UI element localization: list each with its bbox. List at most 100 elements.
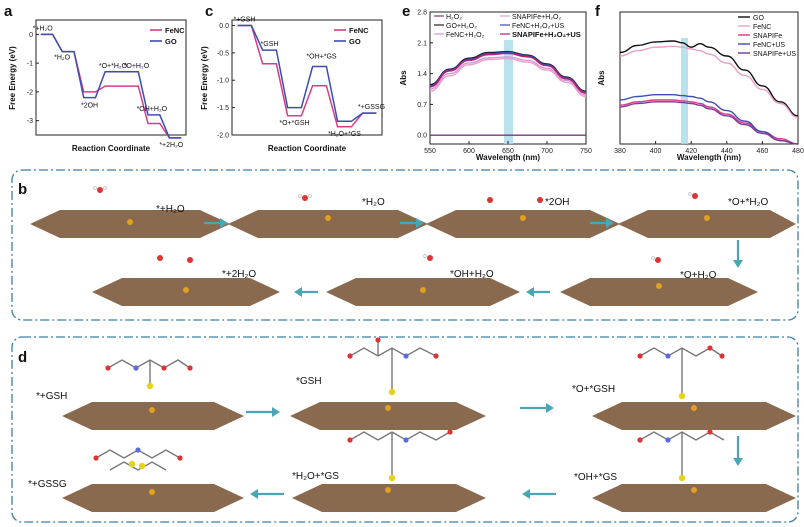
- x-tick-label: 650: [502, 148, 514, 155]
- step-annotation: *GSH: [261, 41, 279, 48]
- panel-a: a 0 -1 -2 -3 Reaction Coordinate Free Energ…: [4, 3, 187, 153]
- arrow-right: [520, 403, 554, 413]
- step-label: *O+H₂O: [680, 270, 717, 281]
- panel-d-frame: [11, 336, 799, 523]
- step-annotation: *2OH: [81, 103, 98, 110]
- x-tick-label: 550: [424, 148, 436, 155]
- panel-a-ylabel: Free Energy (eV): [8, 46, 17, 110]
- panel-c: c 0.0 -0.5 -1.0 -1.5 -2.0 Reaction Coordinat…: [200, 3, 385, 153]
- panel-d: d: [11, 336, 799, 523]
- panel-b-label: b: [18, 181, 27, 198]
- glutathione-molecule: [347, 337, 439, 396]
- step-label: *OH+*GS: [574, 472, 617, 483]
- arrow-right: [204, 218, 228, 228]
- water-molecule: [298, 194, 312, 201]
- step-annotation: *+GSH: [234, 16, 256, 23]
- graphene-sheet: [592, 402, 796, 430]
- arrow-down: [733, 240, 743, 268]
- legend-snapife-us: SNAPIFe+US: [753, 51, 796, 58]
- step-label: *+2H₂O: [222, 269, 256, 280]
- panel-c-label: c: [205, 3, 213, 20]
- step-annotation: *+2H₂O: [159, 142, 183, 149]
- panel-a-legend: FeNC GO: [150, 26, 185, 46]
- legend-fenc: FeNC: [165, 26, 185, 35]
- y-tick-label: -2.0: [217, 133, 229, 140]
- graphene-sheet: [62, 484, 244, 512]
- highlight-band-652nm: [504, 40, 513, 144]
- x-tick-label: 460: [757, 148, 769, 155]
- hydroxyl-group: [487, 197, 543, 203]
- x-tick-label: 600: [463, 148, 475, 155]
- step-label: *+GSSG: [28, 479, 67, 490]
- legend-fenc-h2o2-us: FeNC+H₂O₂+US: [512, 23, 564, 30]
- panel-f-axes: [619, 11, 799, 145]
- panel-b: b: [11, 169, 799, 321]
- y-tick-label: -1.5: [217, 105, 229, 112]
- arrow-left: [522, 489, 556, 499]
- step-annotation: *O+H₂O: [124, 63, 150, 70]
- spectrum-line: [619, 93, 799, 145]
- y-tick-label: 1.4: [417, 71, 427, 78]
- water-molecule: [93, 186, 107, 193]
- panel-c-axes: [231, 19, 383, 136]
- legend-go: GO: [753, 15, 764, 22]
- spectrum-line: [429, 56, 587, 96]
- series-line-fenc: [237, 24, 377, 128]
- step-annotation: *O+*GSH: [279, 120, 309, 127]
- panel-e-label: e: [402, 3, 410, 20]
- x-tick-label: 380: [614, 148, 626, 155]
- x-tick-label: 400: [650, 148, 662, 155]
- series-line-go: [237, 24, 377, 123]
- step-annotation: *H₂O: [54, 55, 70, 62]
- y-tick-label: -1: [27, 61, 33, 68]
- step-annotation: *H₂O+*GS: [328, 131, 361, 138]
- arrow-right: [400, 218, 424, 228]
- water-molecule: [688, 192, 698, 199]
- series-line-go: [40, 33, 182, 139]
- panel-a-xlabel: Reaction Coordinate: [72, 144, 151, 153]
- step-label: *+H₂O: [156, 204, 185, 215]
- glutathione-molecule: [637, 345, 725, 400]
- panel-b-frame: [11, 169, 799, 321]
- legend-fenc: FeNC: [753, 24, 771, 31]
- legend-h2o2: H₂O₂: [446, 14, 462, 21]
- y-tick-label: 0.7: [417, 102, 427, 109]
- legend-go: GO: [349, 37, 361, 46]
- step-label: *OH+H₂O: [450, 269, 494, 280]
- legend-go: GO: [165, 37, 177, 46]
- step-label: *H₂O: [362, 197, 385, 208]
- arrow-left: [294, 287, 318, 297]
- glutathione-molecule: [347, 429, 453, 482]
- step-annotation: *OH+*GS: [306, 54, 336, 61]
- spectrum-line: [429, 57, 587, 98]
- step-label: *O+*GSH: [572, 384, 615, 395]
- y-tick-label: 2.8: [417, 10, 427, 17]
- spectrum-line: [429, 52, 587, 94]
- legend-snapife-h2o2-us: SNAPIFe+H₂O₂+US: [512, 30, 581, 39]
- y-tick-label: 2.1: [417, 40, 427, 47]
- panel-e-legend: H₂O₂ GO+H₂O₂ FeNC+H₂O₂ SNAPIFe+H₂O₂ FeNC…: [434, 14, 581, 39]
- spectrum-line: [619, 101, 799, 145]
- panel-c-legend: FeNC GO: [334, 26, 369, 46]
- gssg-molecule: [93, 447, 183, 471]
- arrow-left: [250, 489, 284, 499]
- panel-f: f 380 400 420 440 460 480 Wavelength (nm) Abs…: [595, 3, 804, 162]
- arrow-down: [733, 436, 743, 466]
- graphene-sheet: [592, 484, 796, 512]
- legend-fenc-h2o2: FeNC+H₂O₂: [446, 32, 485, 39]
- panel-a-label: a: [4, 3, 13, 20]
- x-tick-label: 480: [792, 148, 804, 155]
- panel-e: e 550 600 650 700 750 0.0 0.7 1.4 2.1 2.8 Wavelen…: [399, 3, 592, 162]
- glutathione-molecule: [637, 429, 725, 482]
- step-label: *H₂O+*GS: [292, 471, 339, 482]
- panel-f-label: f: [595, 3, 601, 20]
- panel-d-label: d: [18, 349, 27, 366]
- y-tick-label: 0.0: [417, 133, 427, 140]
- step-annotation: *OH+H₂O: [137, 106, 168, 113]
- graphene-sheet: [30, 210, 230, 238]
- legend-snapife-h2o2: SNAPIFe+H₂O₂: [512, 14, 561, 21]
- highlight-band-420nm: [681, 38, 688, 144]
- water-molecule: [157, 255, 193, 263]
- step-label: *+GSH: [36, 391, 67, 402]
- panel-e-xlabel: Wavelength (nm): [476, 153, 540, 162]
